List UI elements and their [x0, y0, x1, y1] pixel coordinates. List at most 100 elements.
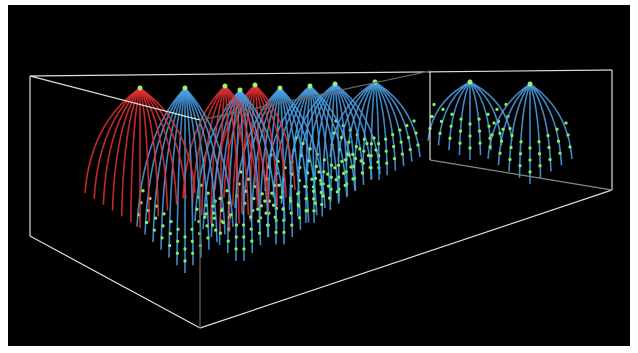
node [323, 158, 326, 161]
node [401, 152, 404, 155]
node [498, 152, 501, 155]
node [468, 122, 471, 125]
origin [138, 86, 143, 91]
node [355, 145, 358, 148]
node [235, 223, 238, 226]
node [169, 220, 172, 223]
node [320, 203, 323, 206]
node [183, 259, 186, 262]
node [203, 216, 206, 219]
node [557, 140, 560, 143]
origin [278, 86, 283, 91]
node [242, 235, 245, 238]
node [277, 184, 280, 187]
node [367, 154, 370, 157]
node [449, 125, 452, 128]
origin [223, 84, 228, 89]
node [459, 130, 462, 133]
node [204, 212, 207, 215]
node [336, 190, 339, 193]
node [385, 162, 388, 165]
node [333, 166, 336, 169]
node [347, 153, 350, 156]
node [252, 197, 255, 200]
node [234, 247, 237, 250]
node [440, 120, 443, 123]
node [257, 220, 260, 223]
node [558, 152, 561, 155]
node [274, 216, 277, 219]
node [477, 118, 480, 121]
node [296, 192, 299, 195]
node [361, 171, 364, 174]
node [321, 194, 324, 197]
node [432, 103, 435, 106]
node [314, 202, 317, 205]
node [351, 153, 354, 156]
node [362, 150, 365, 153]
origin [468, 80, 473, 85]
node [347, 140, 350, 143]
node [160, 236, 163, 239]
node [393, 157, 396, 160]
node [547, 146, 550, 149]
origin [308, 84, 313, 89]
node [337, 164, 340, 167]
node [290, 223, 293, 226]
node [261, 192, 264, 195]
origin [238, 88, 243, 93]
node [349, 165, 352, 168]
node [508, 127, 511, 130]
node [478, 142, 481, 145]
node [492, 121, 495, 124]
node [320, 191, 323, 194]
node [488, 145, 491, 148]
node [566, 133, 569, 136]
node [359, 159, 362, 162]
node [538, 152, 541, 155]
node [205, 224, 208, 227]
node [384, 138, 387, 141]
node [405, 124, 408, 127]
node [317, 170, 320, 173]
node [430, 115, 433, 118]
node [458, 142, 461, 145]
node [206, 236, 209, 239]
node [176, 240, 179, 243]
node [211, 224, 214, 227]
node [358, 147, 361, 150]
node [213, 217, 216, 220]
node [274, 231, 277, 234]
node [249, 215, 252, 218]
node [528, 158, 531, 161]
node [162, 212, 165, 215]
scene [0, 0, 638, 353]
node [518, 164, 521, 167]
node [370, 142, 373, 145]
node [191, 240, 194, 243]
node [242, 223, 245, 226]
origin [183, 86, 188, 91]
node [281, 208, 284, 211]
node [538, 164, 541, 167]
node [195, 208, 198, 211]
node [263, 200, 266, 203]
node [312, 209, 315, 212]
node [501, 128, 504, 131]
node [319, 182, 322, 185]
node [509, 146, 512, 149]
node [487, 125, 490, 128]
node [145, 221, 148, 224]
node [290, 211, 293, 214]
node [450, 113, 453, 116]
node [218, 197, 221, 200]
node [392, 145, 395, 148]
node [219, 232, 222, 235]
node [220, 209, 223, 212]
node [211, 205, 214, 208]
node [260, 204, 263, 207]
node [490, 133, 493, 136]
origin [333, 82, 338, 87]
node [369, 166, 372, 169]
node [340, 160, 343, 163]
